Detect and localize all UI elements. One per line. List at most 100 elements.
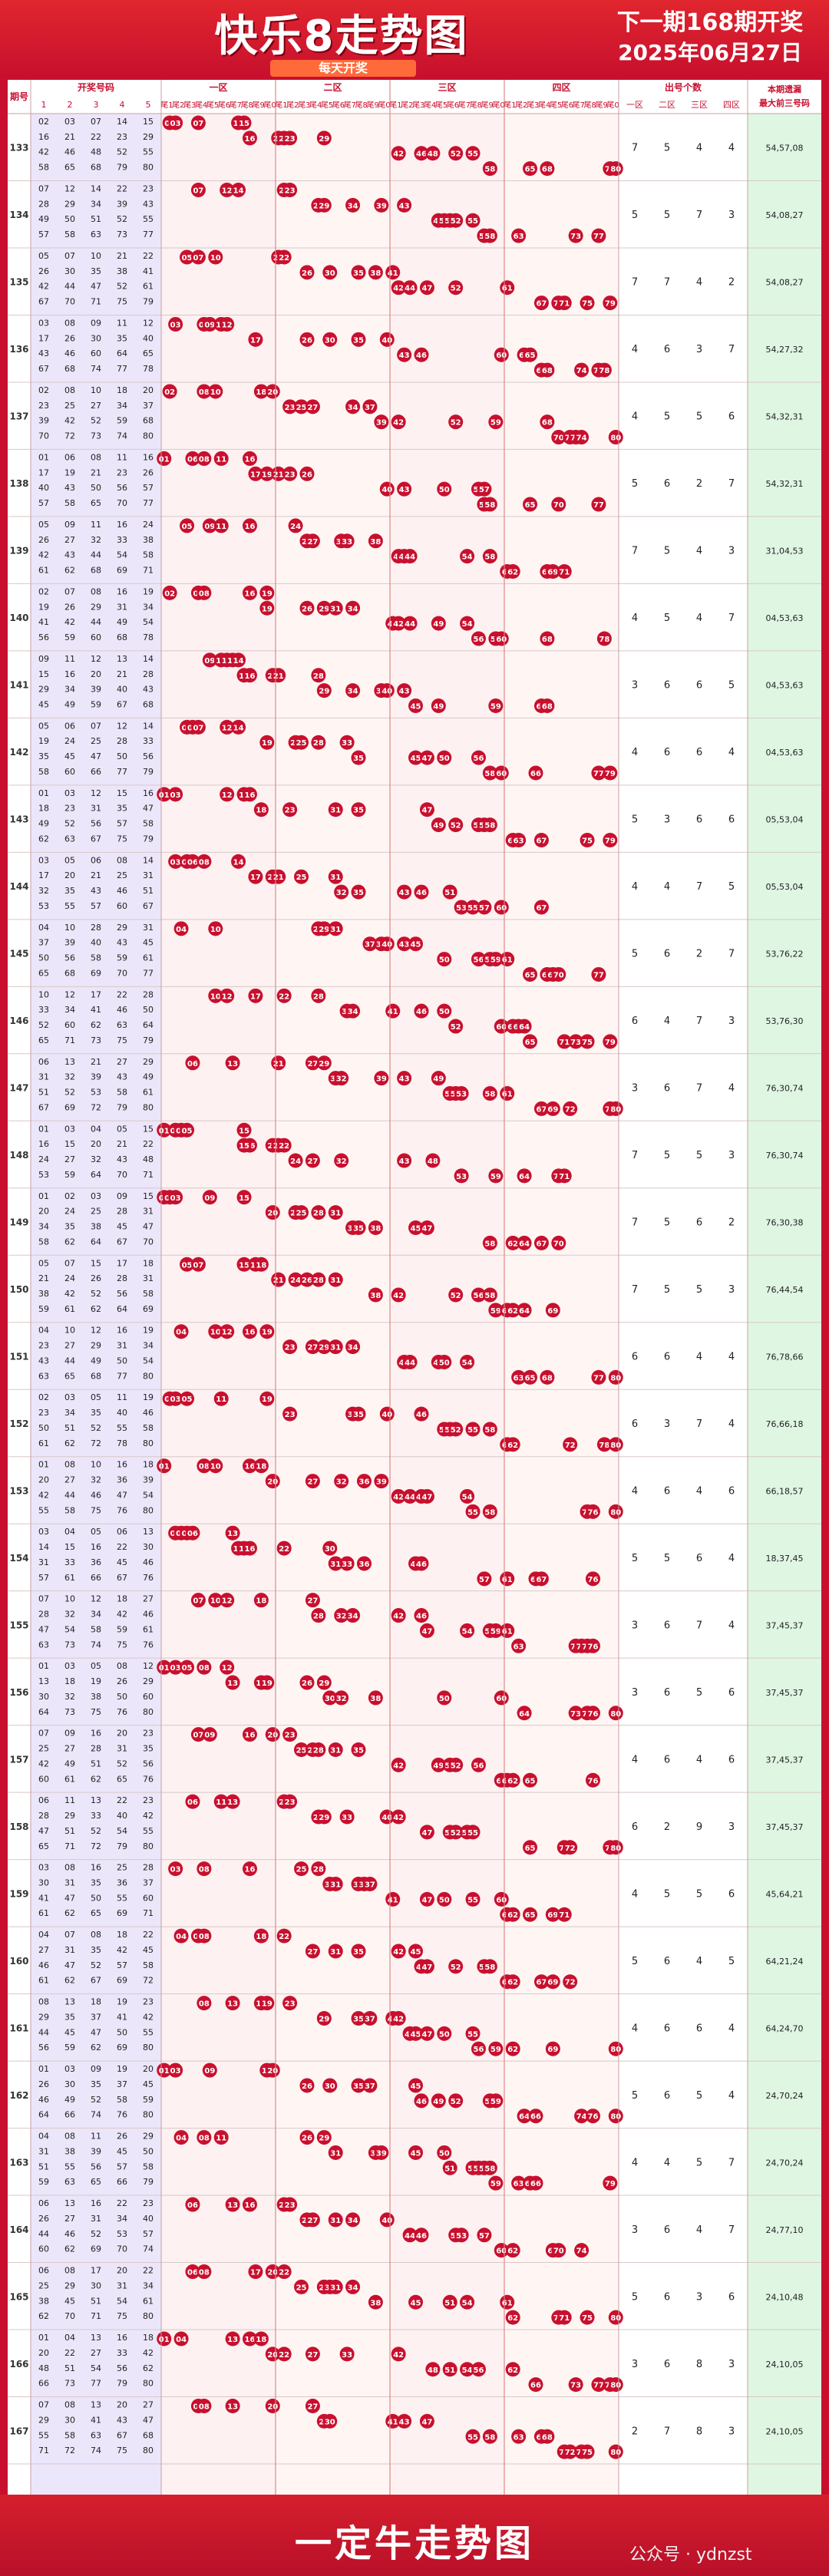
hit-ball xyxy=(545,1907,560,1922)
hit-number: 29 xyxy=(319,688,329,696)
hit-number: 27 xyxy=(307,2403,318,2412)
draw-number: 35 xyxy=(143,1744,154,1754)
hit-ball xyxy=(511,228,527,243)
hit-number: 65 xyxy=(525,1374,536,1382)
draw-number: 25 xyxy=(38,2280,49,2290)
draw-number: 53 xyxy=(91,1088,101,1098)
hit-ball xyxy=(282,1996,298,2011)
hit-number: 39 xyxy=(376,419,387,428)
period-label: 154 xyxy=(9,1553,28,1564)
draw-number: 58 xyxy=(91,1624,101,1634)
draw-number: 47 xyxy=(38,1624,49,1634)
draw-number: 26 xyxy=(117,2132,127,2142)
hit-number: 23 xyxy=(285,135,296,144)
draw-number: 62 xyxy=(91,2043,101,2053)
hit-ball xyxy=(471,750,486,765)
draw-number: 80 xyxy=(143,2043,154,2053)
zone-count: 2 xyxy=(664,1821,670,1833)
draw-number: 26 xyxy=(117,1676,127,1686)
hit-ball xyxy=(465,1825,481,1840)
draw-number: 46 xyxy=(143,1557,154,1567)
hit-ball xyxy=(362,399,378,414)
hit-ball xyxy=(220,787,235,802)
hit-number: 06 xyxy=(187,2269,198,2277)
zone-count: 7 xyxy=(696,881,702,893)
draw-number: 64 xyxy=(91,1170,101,1180)
zone-count: 3 xyxy=(632,1083,638,1095)
hit-number: 17 xyxy=(250,874,261,882)
zone-count: 4 xyxy=(664,881,670,893)
draw-number: 47 xyxy=(64,1960,75,1970)
draw-number: 62 xyxy=(38,2311,49,2321)
draw-number: 45 xyxy=(38,700,49,710)
hit-number: 70 xyxy=(553,501,564,510)
hit-ball xyxy=(362,1877,378,1891)
draw-number: 06 xyxy=(38,1795,49,1805)
hit-ball xyxy=(213,1794,229,1809)
draw-number: 20 xyxy=(117,1729,127,1739)
draw-number: 13 xyxy=(117,654,127,664)
hit-number: 27 xyxy=(307,1344,318,1352)
draw-number: 06 xyxy=(38,2198,49,2208)
draw-number: 80 xyxy=(143,1707,154,1717)
hit-number: 34 xyxy=(348,605,358,613)
hit-ball xyxy=(242,518,257,533)
zone-count: 5 xyxy=(664,210,670,221)
hit-number: 31 xyxy=(330,1210,341,1218)
hit-ball xyxy=(563,1101,578,1116)
draw-number: 71 xyxy=(64,1035,75,1045)
hit-ball xyxy=(185,1525,200,1541)
hit-ball xyxy=(168,1660,183,1675)
zone-count: 3 xyxy=(632,1687,638,1699)
hit-ball xyxy=(282,466,298,481)
draw-number: 11 xyxy=(117,1392,127,1402)
tail-header: 尾2 xyxy=(515,101,527,110)
hit-ball xyxy=(540,414,555,430)
hit-number: 21 xyxy=(273,1060,284,1068)
draw-number: 51 xyxy=(91,214,101,224)
draw-number: 08 xyxy=(91,586,101,596)
hit-number: 42 xyxy=(393,1948,404,1957)
zone-count: 9 xyxy=(696,1821,702,1833)
hit-number: 43 xyxy=(399,202,410,210)
tail-header: 尾3 xyxy=(527,101,539,110)
hit-ball xyxy=(563,1840,578,1855)
hit-number: 49 xyxy=(433,2098,444,2106)
hit-ball xyxy=(265,1727,280,1742)
draw-number: 50 xyxy=(91,1893,101,1903)
draw-number: 19 xyxy=(143,1326,154,1336)
draw-number: 37 xyxy=(143,401,154,411)
draw-number: 31 xyxy=(38,1072,49,1082)
zone-count: 3 xyxy=(728,2426,735,2437)
hit-ball xyxy=(328,1742,343,1758)
draw-header: 开奖号码 xyxy=(78,81,114,93)
hit-number: 13 xyxy=(227,2000,238,2009)
zone-count: 4 xyxy=(728,1418,735,1430)
recent-numbers: 37,45,37 xyxy=(766,1755,804,1765)
hit-ball xyxy=(379,936,395,952)
draw-number: 19 xyxy=(91,1676,101,1686)
tail-header: 尾1 xyxy=(160,101,173,110)
draw-number: 19 xyxy=(143,1392,154,1402)
hit-ball xyxy=(294,399,309,414)
draw-number: 35 xyxy=(91,1878,101,1888)
hit-number: 57 xyxy=(479,904,490,913)
hit-ball xyxy=(305,1944,320,1959)
recent-numbers: 04,53,63 xyxy=(766,748,804,758)
draw-number: 60 xyxy=(143,1893,154,1903)
draw-number: 74 xyxy=(91,2110,101,2120)
hit-ball xyxy=(408,1944,424,1959)
hit-number: 18 xyxy=(256,2336,266,2344)
hit-number: 44 xyxy=(405,2232,415,2241)
hit-ball xyxy=(265,1205,280,1220)
hit-ball xyxy=(220,1660,235,1675)
hit-number: 42 xyxy=(393,1493,404,1501)
hit-ball xyxy=(494,900,509,915)
hit-number: 78 xyxy=(599,1442,609,1450)
hit-ball xyxy=(311,1608,326,1623)
hit-number: 66 xyxy=(530,2180,541,2188)
draw-number: 01 xyxy=(38,788,49,798)
hit-ball xyxy=(442,884,457,900)
hit-ball xyxy=(305,1339,320,1355)
zone-count: 4 xyxy=(728,2090,735,2102)
